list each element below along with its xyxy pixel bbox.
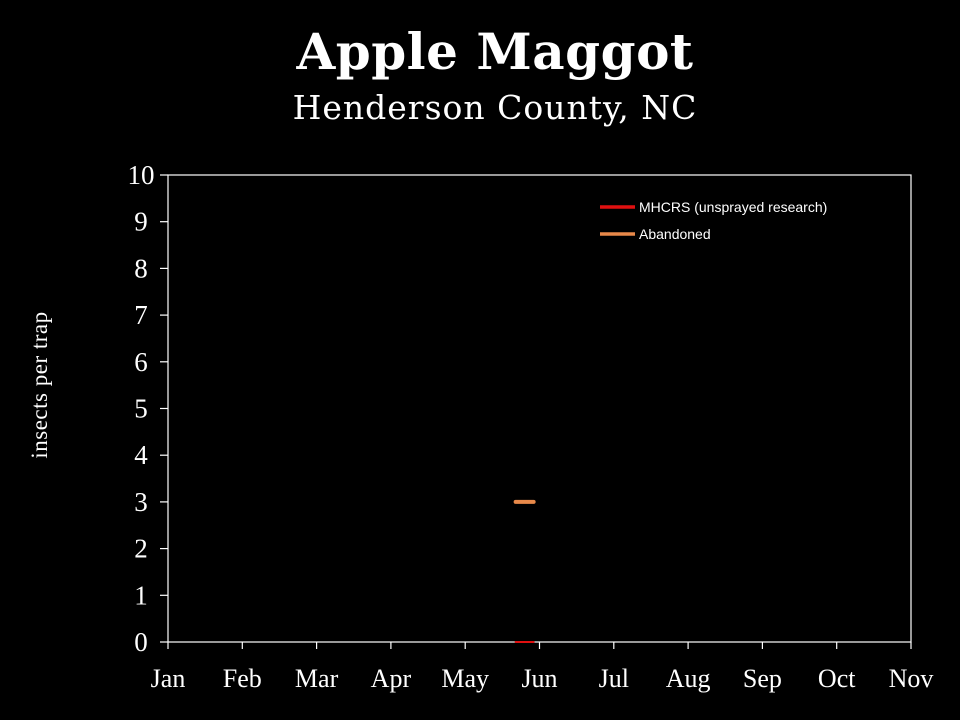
y-tick-label: 4 [134,440,148,470]
chart-subtitle: Henderson County, NC [292,88,698,127]
y-tick-label: 2 [134,534,148,564]
x-tick-label: Mar [295,664,339,693]
y-tick-label: 6 [134,347,148,377]
series-layer [513,499,536,643]
y-tick-label: 3 [134,487,148,517]
legend-label: Abandoned [639,226,711,242]
x-tick-label: Jun [521,664,557,693]
legend-label: MHCRS (unsprayed research) [639,199,827,215]
legend: MHCRS (unsprayed research) Abandoned [600,199,827,242]
y-axis: 0 1 2 3 4 5 6 7 8 9 10 [128,160,168,657]
y-tick-label: 8 [134,253,148,283]
x-tick-label: Oct [818,664,856,693]
y-tick-label: 9 [134,207,148,237]
y-tick-label: 5 [134,394,148,424]
x-tick-label: Jan [151,664,186,693]
x-tick-label: Apr [371,664,412,693]
y-tick-label: 0 [134,627,148,657]
x-tick-label: Nov [889,664,934,693]
x-tick-label: May [441,664,489,693]
x-tick-label: Aug [666,664,711,693]
y-tick-label: 10 [128,160,155,190]
x-tick-label: Jul [599,664,629,693]
x-tick-label: Feb [223,664,262,693]
y-tick-label: 7 [134,300,148,330]
chart-title: Apple Maggot [296,22,694,81]
y-tick-label: 1 [134,580,148,610]
plot-area-frame [167,174,912,643]
x-axis: Jan Feb Mar Apr May Jun Jul Aug Sep Oct Nov [151,642,934,693]
x-tick-label: Sep [743,664,782,693]
